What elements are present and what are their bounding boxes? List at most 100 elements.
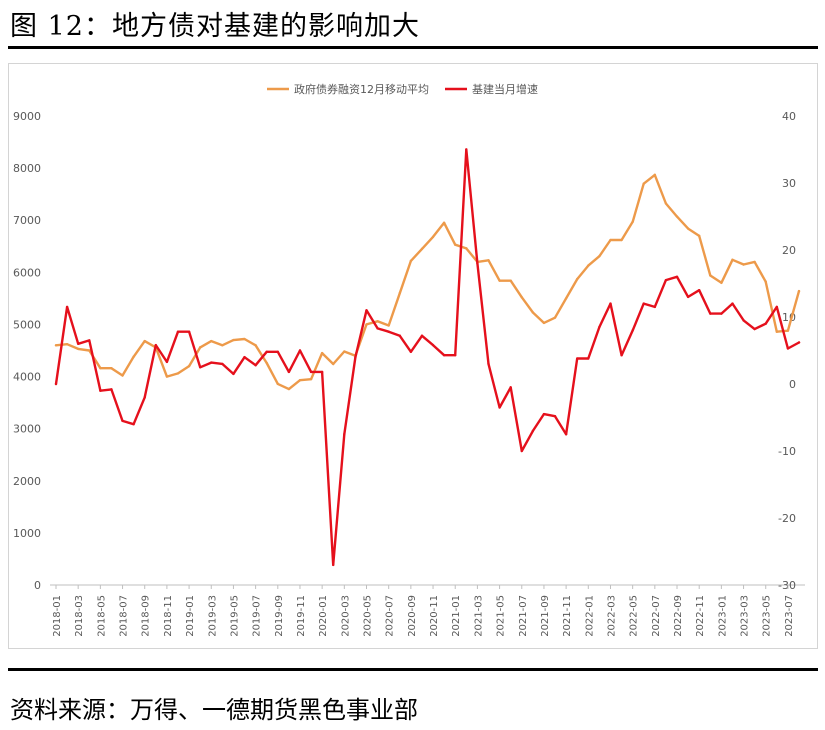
series-2-point xyxy=(476,262,479,265)
series-2-point xyxy=(387,330,390,333)
series-1-point xyxy=(686,227,690,230)
series-2-point xyxy=(731,302,734,305)
series-2-point xyxy=(320,370,324,374)
x-tick-label: 2018-01 xyxy=(52,595,63,637)
series-1-point xyxy=(320,351,324,355)
series-2-point xyxy=(88,339,91,342)
x-tick-label: 2020-09 xyxy=(407,595,418,637)
series-2-point xyxy=(487,362,490,366)
x-tick-label: 2018-09 xyxy=(141,595,152,637)
series-2-point xyxy=(276,350,279,354)
y-left-tick-label: 8000 xyxy=(13,162,41,175)
y-left-tick-label: 4000 xyxy=(13,371,41,384)
series-2-point xyxy=(343,433,346,436)
series-line-1 xyxy=(54,173,801,391)
y-left-tick-label: 0 xyxy=(34,579,41,592)
figure-source: 资料来源：万得、一德期货黑色事业部 xyxy=(10,696,418,724)
series-1-point xyxy=(454,243,457,246)
series-1-point xyxy=(709,274,712,277)
series-1-point xyxy=(587,264,590,267)
x-tick-label: 2018-11 xyxy=(163,595,174,637)
series-2-point xyxy=(664,278,668,282)
series-2-point xyxy=(564,433,568,436)
series-1-point xyxy=(598,254,601,258)
series-1-point xyxy=(165,375,169,378)
series-2-point xyxy=(420,334,424,337)
title-rule xyxy=(8,46,818,49)
series-1-point xyxy=(642,182,645,185)
series-2-point xyxy=(609,302,612,305)
series-1-point xyxy=(143,339,146,343)
series-2-point xyxy=(753,327,756,331)
x-tick-label: 2020-07 xyxy=(385,595,396,637)
y-right-tick-label: 0 xyxy=(789,378,796,391)
series-1-point xyxy=(465,247,468,250)
series-2-point xyxy=(576,357,579,360)
series-1-point xyxy=(664,202,668,205)
series-2-point xyxy=(797,341,801,344)
x-tick-label: 2023-07 xyxy=(784,595,795,637)
y-left-tick-label: 3000 xyxy=(13,423,41,436)
x-tick-label: 2020-05 xyxy=(363,595,374,637)
series-1-point xyxy=(553,316,557,319)
y-right-tick-label: -10 xyxy=(778,445,796,458)
series-1-point xyxy=(797,289,801,293)
series-2-point xyxy=(675,275,679,278)
series-1-point xyxy=(65,343,69,346)
series-1-point xyxy=(332,362,335,366)
series-1-point xyxy=(498,279,501,282)
y-left-tick-label: 1000 xyxy=(13,527,41,540)
series-1-point xyxy=(697,234,701,238)
x-tick-label: 2023-01 xyxy=(717,595,728,637)
series-2-point xyxy=(465,148,468,151)
series-line-2 xyxy=(54,148,801,567)
x-tick-label: 2020-11 xyxy=(429,595,440,637)
series-1-point xyxy=(564,297,568,300)
x-tick-label: 2022-11 xyxy=(695,595,706,637)
series-1-point xyxy=(298,379,302,382)
x-tick-label: 2021-05 xyxy=(496,595,507,637)
series-2-point xyxy=(143,396,146,399)
series-2-point xyxy=(332,563,335,567)
series-1-point xyxy=(631,220,634,223)
series-1-point xyxy=(265,361,268,365)
series-2-point xyxy=(775,305,779,309)
series-1-point xyxy=(509,279,512,282)
series-2-point xyxy=(154,343,158,347)
series-2-point xyxy=(65,305,69,309)
x-tick-label: 2022-01 xyxy=(584,595,595,637)
series-2-point xyxy=(520,449,523,453)
series-1-point xyxy=(365,323,368,326)
x-tick-label: 2022-03 xyxy=(606,595,617,637)
series-2-point xyxy=(309,370,313,374)
series-2-point xyxy=(254,364,257,367)
series-2-point xyxy=(509,386,512,389)
series-1-point xyxy=(487,259,490,262)
series-1-point xyxy=(110,367,113,370)
series-1-point xyxy=(376,320,379,323)
series-2-point xyxy=(553,414,557,418)
series-1-point xyxy=(198,346,202,349)
x-tick-label: 2023-03 xyxy=(740,595,751,637)
x-tick-label: 2020-01 xyxy=(318,595,329,637)
series-1-point xyxy=(132,355,135,358)
series-2-point xyxy=(697,289,701,292)
series-1-point xyxy=(742,263,745,266)
series-2-point xyxy=(110,388,113,391)
series-2-point xyxy=(210,361,213,364)
series-2-point xyxy=(498,406,501,409)
series-2-point xyxy=(221,362,224,366)
series-1-point xyxy=(99,367,102,370)
x-tick-label: 2021-01 xyxy=(451,595,462,637)
series-1-point xyxy=(309,377,313,381)
x-tick-label: 2021-11 xyxy=(562,595,573,637)
series-2-point xyxy=(454,353,457,357)
series-1-point xyxy=(786,329,790,332)
series-2-point xyxy=(265,350,268,354)
y-right-tick-label: -20 xyxy=(778,512,796,525)
series-1-point xyxy=(420,247,424,251)
series-2-point xyxy=(764,322,767,325)
series-1-point xyxy=(287,387,291,391)
series-1-point xyxy=(531,311,535,314)
series-2-point xyxy=(165,360,169,364)
